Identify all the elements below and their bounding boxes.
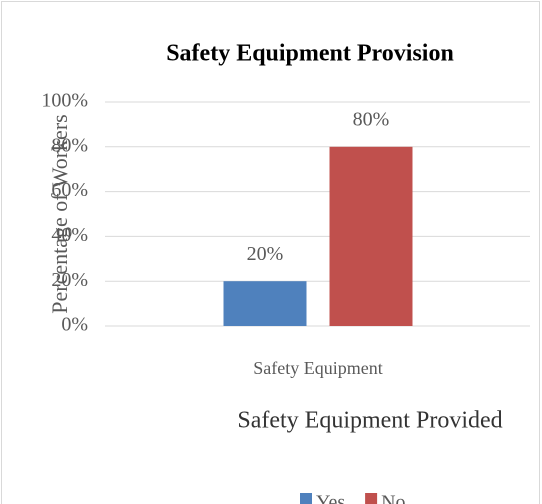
legend-swatch	[300, 493, 312, 504]
data-label: 80%	[353, 108, 390, 130]
y-tick-label: 20%	[51, 269, 88, 291]
bar	[223, 281, 307, 326]
y-tick-label: 100%	[41, 90, 88, 112]
legend-label: No	[381, 492, 405, 504]
chart-title: Safety Equipment Provision	[166, 41, 454, 67]
legend-swatch	[365, 493, 378, 504]
y-tick-label: 0%	[61, 314, 88, 336]
y-axis-label: Percentage of Workers	[47, 114, 72, 313]
data-label: 20%	[247, 243, 284, 265]
x-tick-label: Safety Equipment	[253, 358, 382, 378]
x-axis-label: Safety Equipment Provided	[237, 408, 502, 434]
y-tick-label: 40%	[51, 224, 88, 246]
y-tick-label: 80%	[51, 134, 88, 156]
legend-label: Yes	[316, 492, 345, 504]
bar	[329, 146, 413, 326]
y-tick-label: 60%	[51, 179, 88, 201]
